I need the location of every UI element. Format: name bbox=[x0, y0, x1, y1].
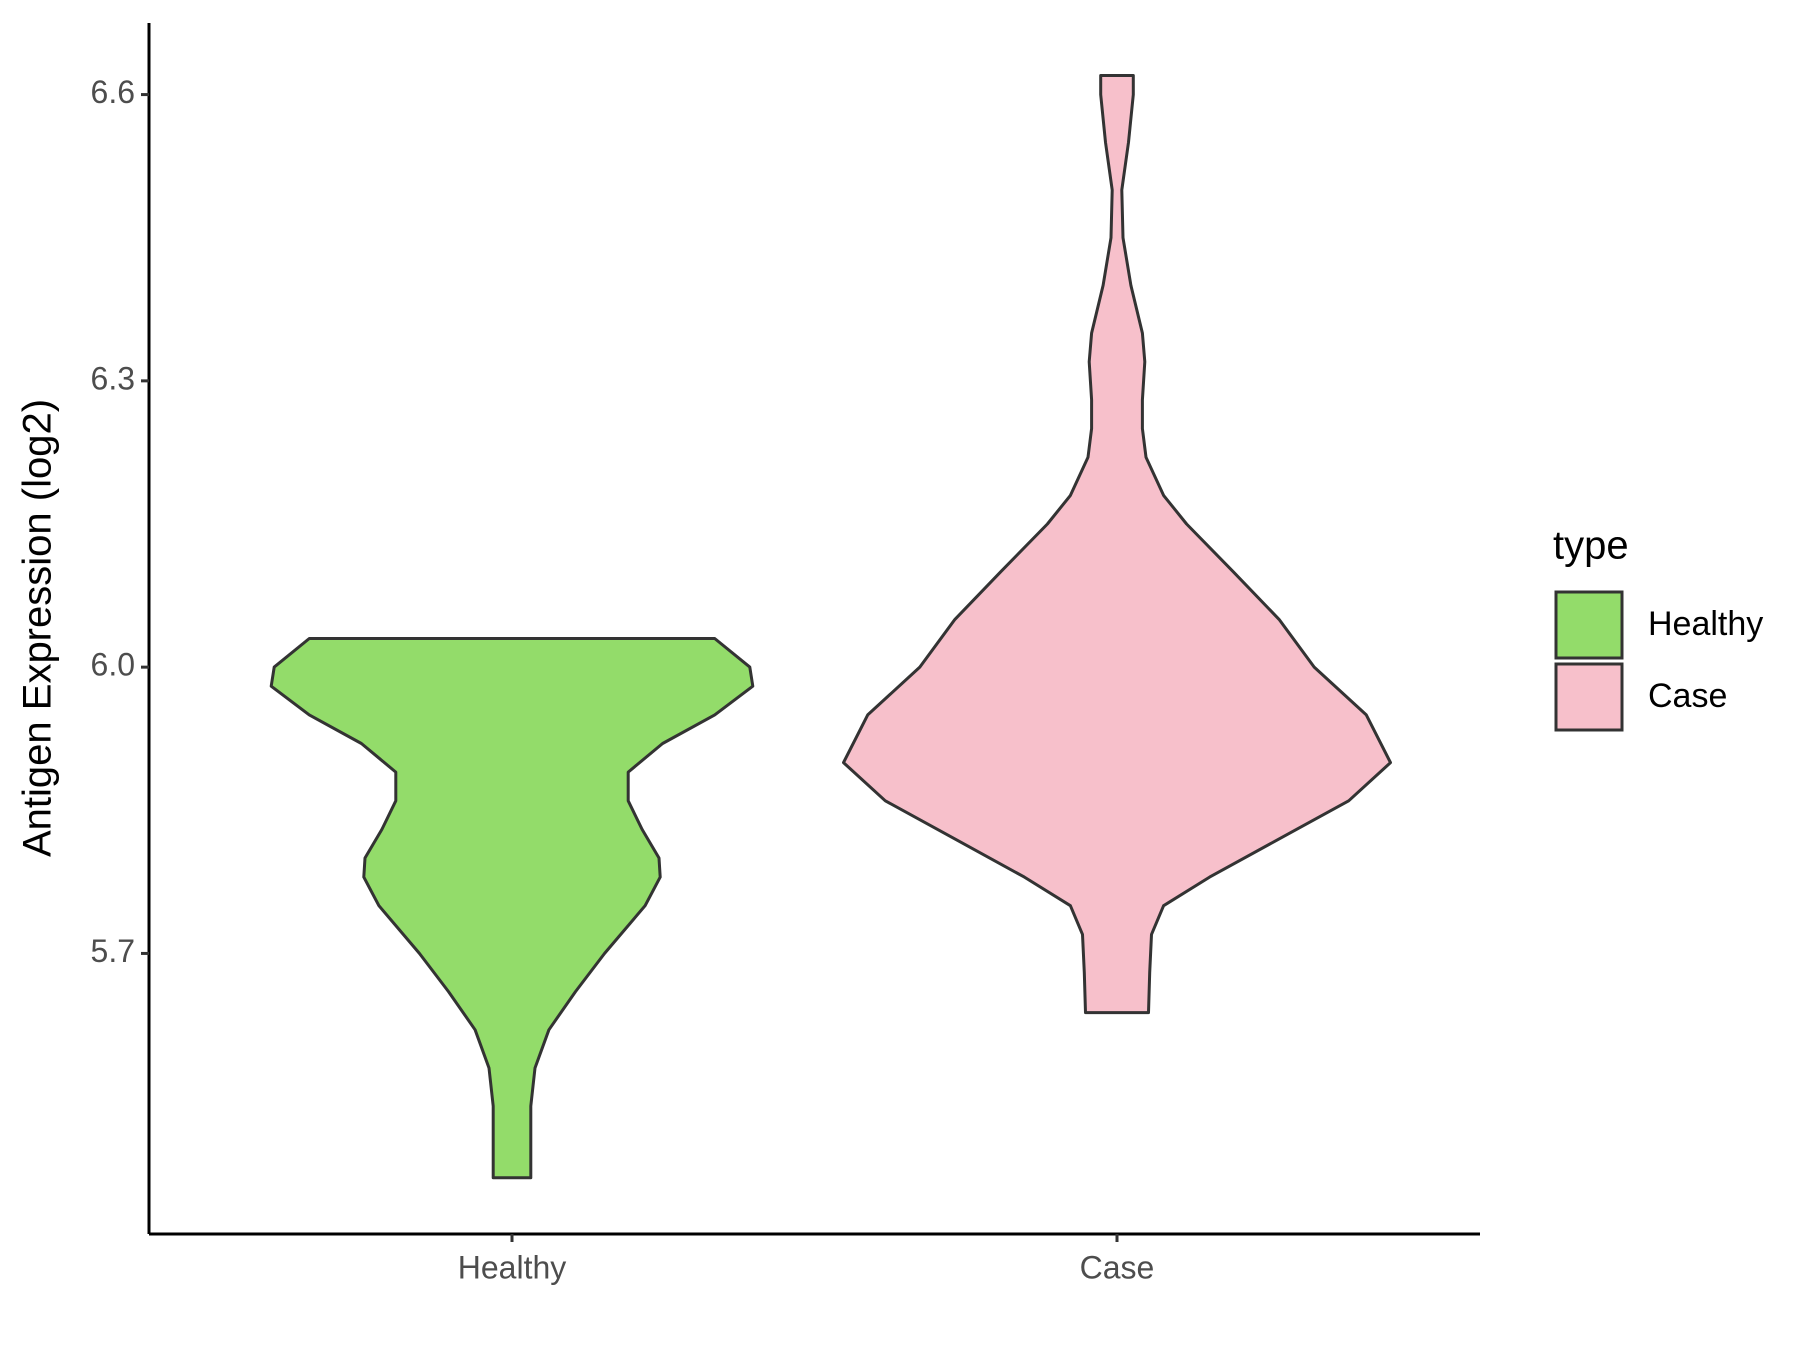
y-tick-label: 6.3 bbox=[91, 360, 135, 396]
legend-title: type bbox=[1553, 524, 1629, 568]
violin bbox=[842, 74, 1392, 1015]
violin bbox=[269, 637, 755, 1180]
x-tick-label: Case bbox=[1080, 1249, 1155, 1285]
y-axis-title: Antigen Expression (log2) bbox=[16, 399, 60, 857]
legend-key bbox=[1554, 590, 1624, 660]
y-tick-label: 6.0 bbox=[91, 647, 135, 683]
x-tick-label: Healthy bbox=[458, 1249, 567, 1285]
legend-label: Healthy bbox=[1648, 605, 1763, 643]
legend-label: Case bbox=[1648, 677, 1727, 715]
y-tick-label: 6.6 bbox=[91, 74, 135, 110]
y-tick-label: 5.7 bbox=[91, 933, 135, 969]
legend-key bbox=[1554, 662, 1624, 732]
